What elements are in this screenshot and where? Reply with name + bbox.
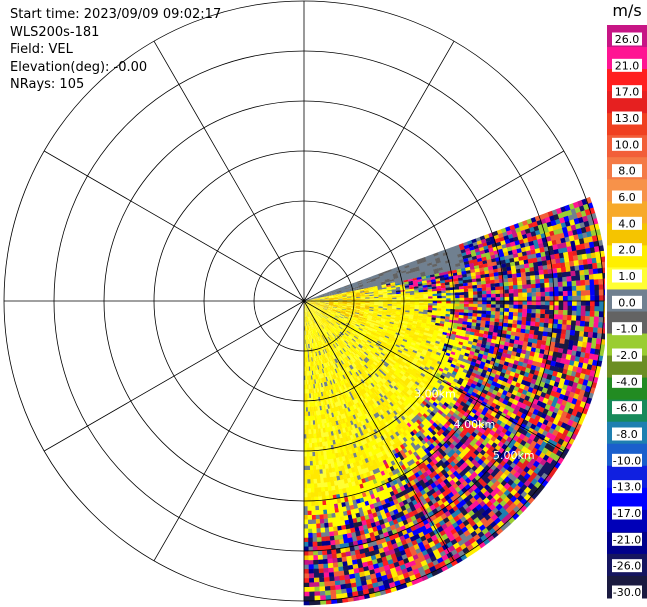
- azimuth-line: [153, 40, 305, 302]
- colorbar-tick-label: -10.0: [613, 454, 641, 467]
- colorbar-tick-label: 26.0: [615, 33, 640, 46]
- velocity-cell-group: [303, 200, 605, 602]
- instrument-text: WLS200s-181: [10, 24, 100, 40]
- azimuth-line: [43, 300, 305, 452]
- velocity-cell-group: [303, 201, 602, 601]
- colorbar-tick-label: -8.0: [616, 428, 637, 441]
- colorbar-tick-bg: [612, 401, 642, 415]
- colorbar-tick-label: -13.0: [613, 481, 641, 494]
- start-time-text: Start time: 2023/09/09 09:02:17: [10, 7, 222, 22]
- colorbar-tick-bg: [612, 374, 642, 388]
- colorbar-tick-label: 17.0: [615, 86, 640, 99]
- colorbar-tick-bg: [612, 295, 642, 309]
- colorbar-tick-bg: [612, 480, 642, 494]
- elevation-text: Elevation(deg): -0.00: [10, 59, 148, 75]
- azimuth-line: [303, 150, 565, 302]
- range-label: 4.00km: [454, 418, 496, 431]
- colorbar-tick-label: -30.0: [613, 586, 641, 599]
- colorbar-block: [607, 487, 647, 511]
- colorbar-tick-label: -4.0: [616, 375, 637, 388]
- azimuth-line: [303, 40, 455, 302]
- azimuth-line: [303, 300, 565, 452]
- colorbar-tick-bg: [612, 137, 642, 151]
- colorbar-tick-bg: [612, 58, 642, 72]
- colorbar-tick-label: 10.0: [615, 138, 640, 151]
- colorbar-tick-bg: [612, 322, 642, 336]
- colorbar-tick-bg: [612, 190, 642, 204]
- velocity-cells: [303, 196, 605, 606]
- colorbar-tick-bg: [612, 269, 642, 283]
- colorbar-tick-bg: [612, 506, 642, 520]
- colorbar-tick-labels: 26.0 21.0 17.0 13.0 10.0 8.0 6.0 4.0 2.0 1.0 0.0 -1…: [612, 32, 642, 599]
- velocity-cell-group: [303, 284, 475, 538]
- colorbar-tick-label: 4.0: [618, 217, 636, 230]
- colorbar-tick-bg: [612, 32, 642, 46]
- field-text: Field: VEL: [10, 42, 73, 58]
- colorbar-tick-label: 6.0: [618, 191, 636, 204]
- colorbar-tick-bg: [612, 164, 642, 178]
- colorbar-tick-bg: [612, 532, 642, 546]
- colorbar-tick-bg: [612, 427, 642, 441]
- azimuth-line: [153, 300, 305, 562]
- colorbar-tick-label: -1.0: [616, 323, 637, 336]
- colorbar-tick-label: 2.0: [618, 244, 636, 257]
- velocity-cell-group: [303, 286, 446, 507]
- colorbar-tick-bg: [612, 453, 642, 467]
- colorbar-tick-label: 1.0: [618, 270, 636, 283]
- colorbar-tick-label: -2.0: [616, 349, 637, 362]
- azimuth-lines: [4, 1, 604, 601]
- colorbar-tick-label: 0.0: [618, 296, 636, 309]
- velocity-cell-group: [303, 218, 604, 600]
- colorbar-tick-bg: [612, 216, 642, 230]
- nrays-text: NRays: 105: [10, 77, 85, 93]
- azimuth-line: [303, 300, 455, 562]
- range-label: 5.00km: [493, 449, 535, 462]
- velocity-cell-group: [303, 284, 444, 502]
- colorbar-tick-label: -26.0: [613, 560, 641, 573]
- colorbar-tick-label: 8.0: [618, 165, 636, 178]
- velocity-cell-group: [303, 213, 605, 606]
- metadata-block: Start time: 2023/09/09 09:02:17 WLS200s-…: [10, 6, 221, 94]
- colorbar-tick-label: -21.0: [613, 533, 641, 546]
- colorbar-tick-bg: [612, 85, 642, 99]
- colorbar-tick-bg: [612, 348, 642, 362]
- range-label: 3.00km: [414, 387, 456, 400]
- azimuth-line: [43, 150, 305, 302]
- colorbar-tick-label: -6.0: [616, 402, 637, 415]
- colorbar-tick-label: 13.0: [615, 112, 640, 125]
- colorbar-tick-bg: [612, 559, 642, 573]
- ppi-plot: 3.00km 4.00km 5.00km: [3, 0, 605, 606]
- colorbar-tick-bg: [612, 243, 642, 257]
- colorbar-tick-label: 21.0: [615, 59, 640, 72]
- range-labels: 3.00km 4.00km 5.00km: [414, 387, 534, 462]
- colorbar-tick-bg: [612, 585, 642, 599]
- colorbar-tick-label: -17.0: [613, 507, 641, 520]
- velocity-cell-group: [306, 251, 465, 301]
- colorbar-tick-bg: [612, 111, 642, 125]
- velocity-cell-group: [303, 196, 605, 602]
- colorbar-title: m/s: [612, 1, 641, 20]
